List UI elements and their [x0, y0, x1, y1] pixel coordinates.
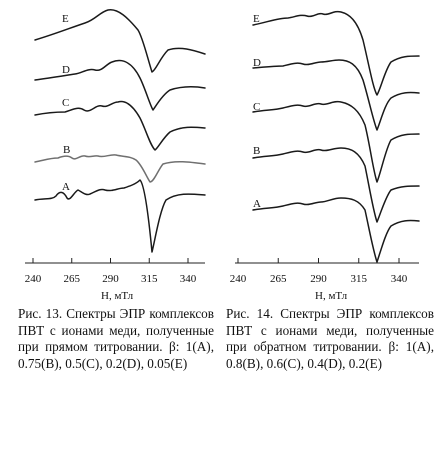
fig14-tick-group: 240 265 290 315 340	[230, 258, 408, 285]
fig14-tick-label-315: 315	[351, 273, 368, 285]
fig14-label-e: E	[253, 13, 260, 25]
figure-13-plot: 240 265 290 315 340 E D C B A H, мТл	[25, 9, 206, 302]
fig13-tick-label-240: 240	[25, 273, 42, 285]
fig14-label-d: D	[253, 57, 261, 69]
fig14-label-b: B	[253, 145, 260, 157]
figure-13-caption-text: Спектры ЭПР комплексов ПВТ с ионами меди…	[18, 306, 215, 371]
fig13-label-d: D	[62, 64, 70, 76]
fig14-tick-label-240: 240	[230, 273, 247, 285]
fig13-curve-c	[34, 100, 206, 151]
figure-14-plot: 240 265 290 315 340 E D C B A H, мТл	[230, 10, 420, 302]
figure-13: 240 265 290 315 340 E D C B A H, мТл Рис. 13…	[0, 0, 222, 371]
fig14-curve-d	[252, 59, 420, 131]
fig14-curve-b	[252, 147, 420, 223]
fig14-label-c: C	[253, 101, 260, 113]
fig13-x-axis-label: H, мТл	[101, 290, 134, 302]
fig14-curve-a	[252, 197, 420, 263]
fig13-tick-label-315: 315	[141, 273, 158, 285]
fig13-label-b: B	[63, 144, 70, 156]
fig14-curve-e	[252, 10, 420, 96]
figure-14-caption: Рис. 14. Спектры ЭПР комплексов ПВТ с ио…	[226, 306, 434, 372]
fig13-curve-b	[34, 154, 206, 183]
fig14-curve-c	[252, 100, 420, 183]
fig14-tick-label-340: 340	[391, 273, 408, 285]
figure-13-caption: Рис. 13. Спектры ЭПР комплексов ПВТ с ио…	[18, 306, 214, 372]
fig13-tick-group: 240 265 290 315 340	[25, 258, 197, 285]
fig13-label-c: C	[62, 97, 69, 109]
figure-14: 240 265 290 315 340 E D C B A H, мТл Рис. 14…	[223, 0, 445, 371]
fig14-label-a: A	[253, 198, 261, 210]
fig14-x-axis-label: H, мТл	[315, 290, 348, 302]
fig13-curve-a	[34, 179, 206, 253]
figure-14-caption-text: Спектры ЭПР комплексов ПВТ с ионами меди…	[226, 306, 435, 371]
fig13-tick-label-340: 340	[180, 273, 197, 285]
fig13-curve-e	[34, 9, 206, 73]
fig13-label-e: E	[62, 13, 69, 25]
figure-13-caption-label: Рис. 13.	[18, 306, 63, 321]
fig13-label-a: A	[62, 181, 70, 193]
fig14-tick-label-290: 290	[310, 273, 327, 285]
fig13-tick-label-290: 290	[102, 273, 119, 285]
fig13-tick-label-265: 265	[64, 273, 81, 285]
fig14-tick-label-265: 265	[270, 273, 287, 285]
figure-14-caption-label: Рис. 14.	[226, 306, 274, 321]
fig13-curve-d	[34, 59, 206, 111]
